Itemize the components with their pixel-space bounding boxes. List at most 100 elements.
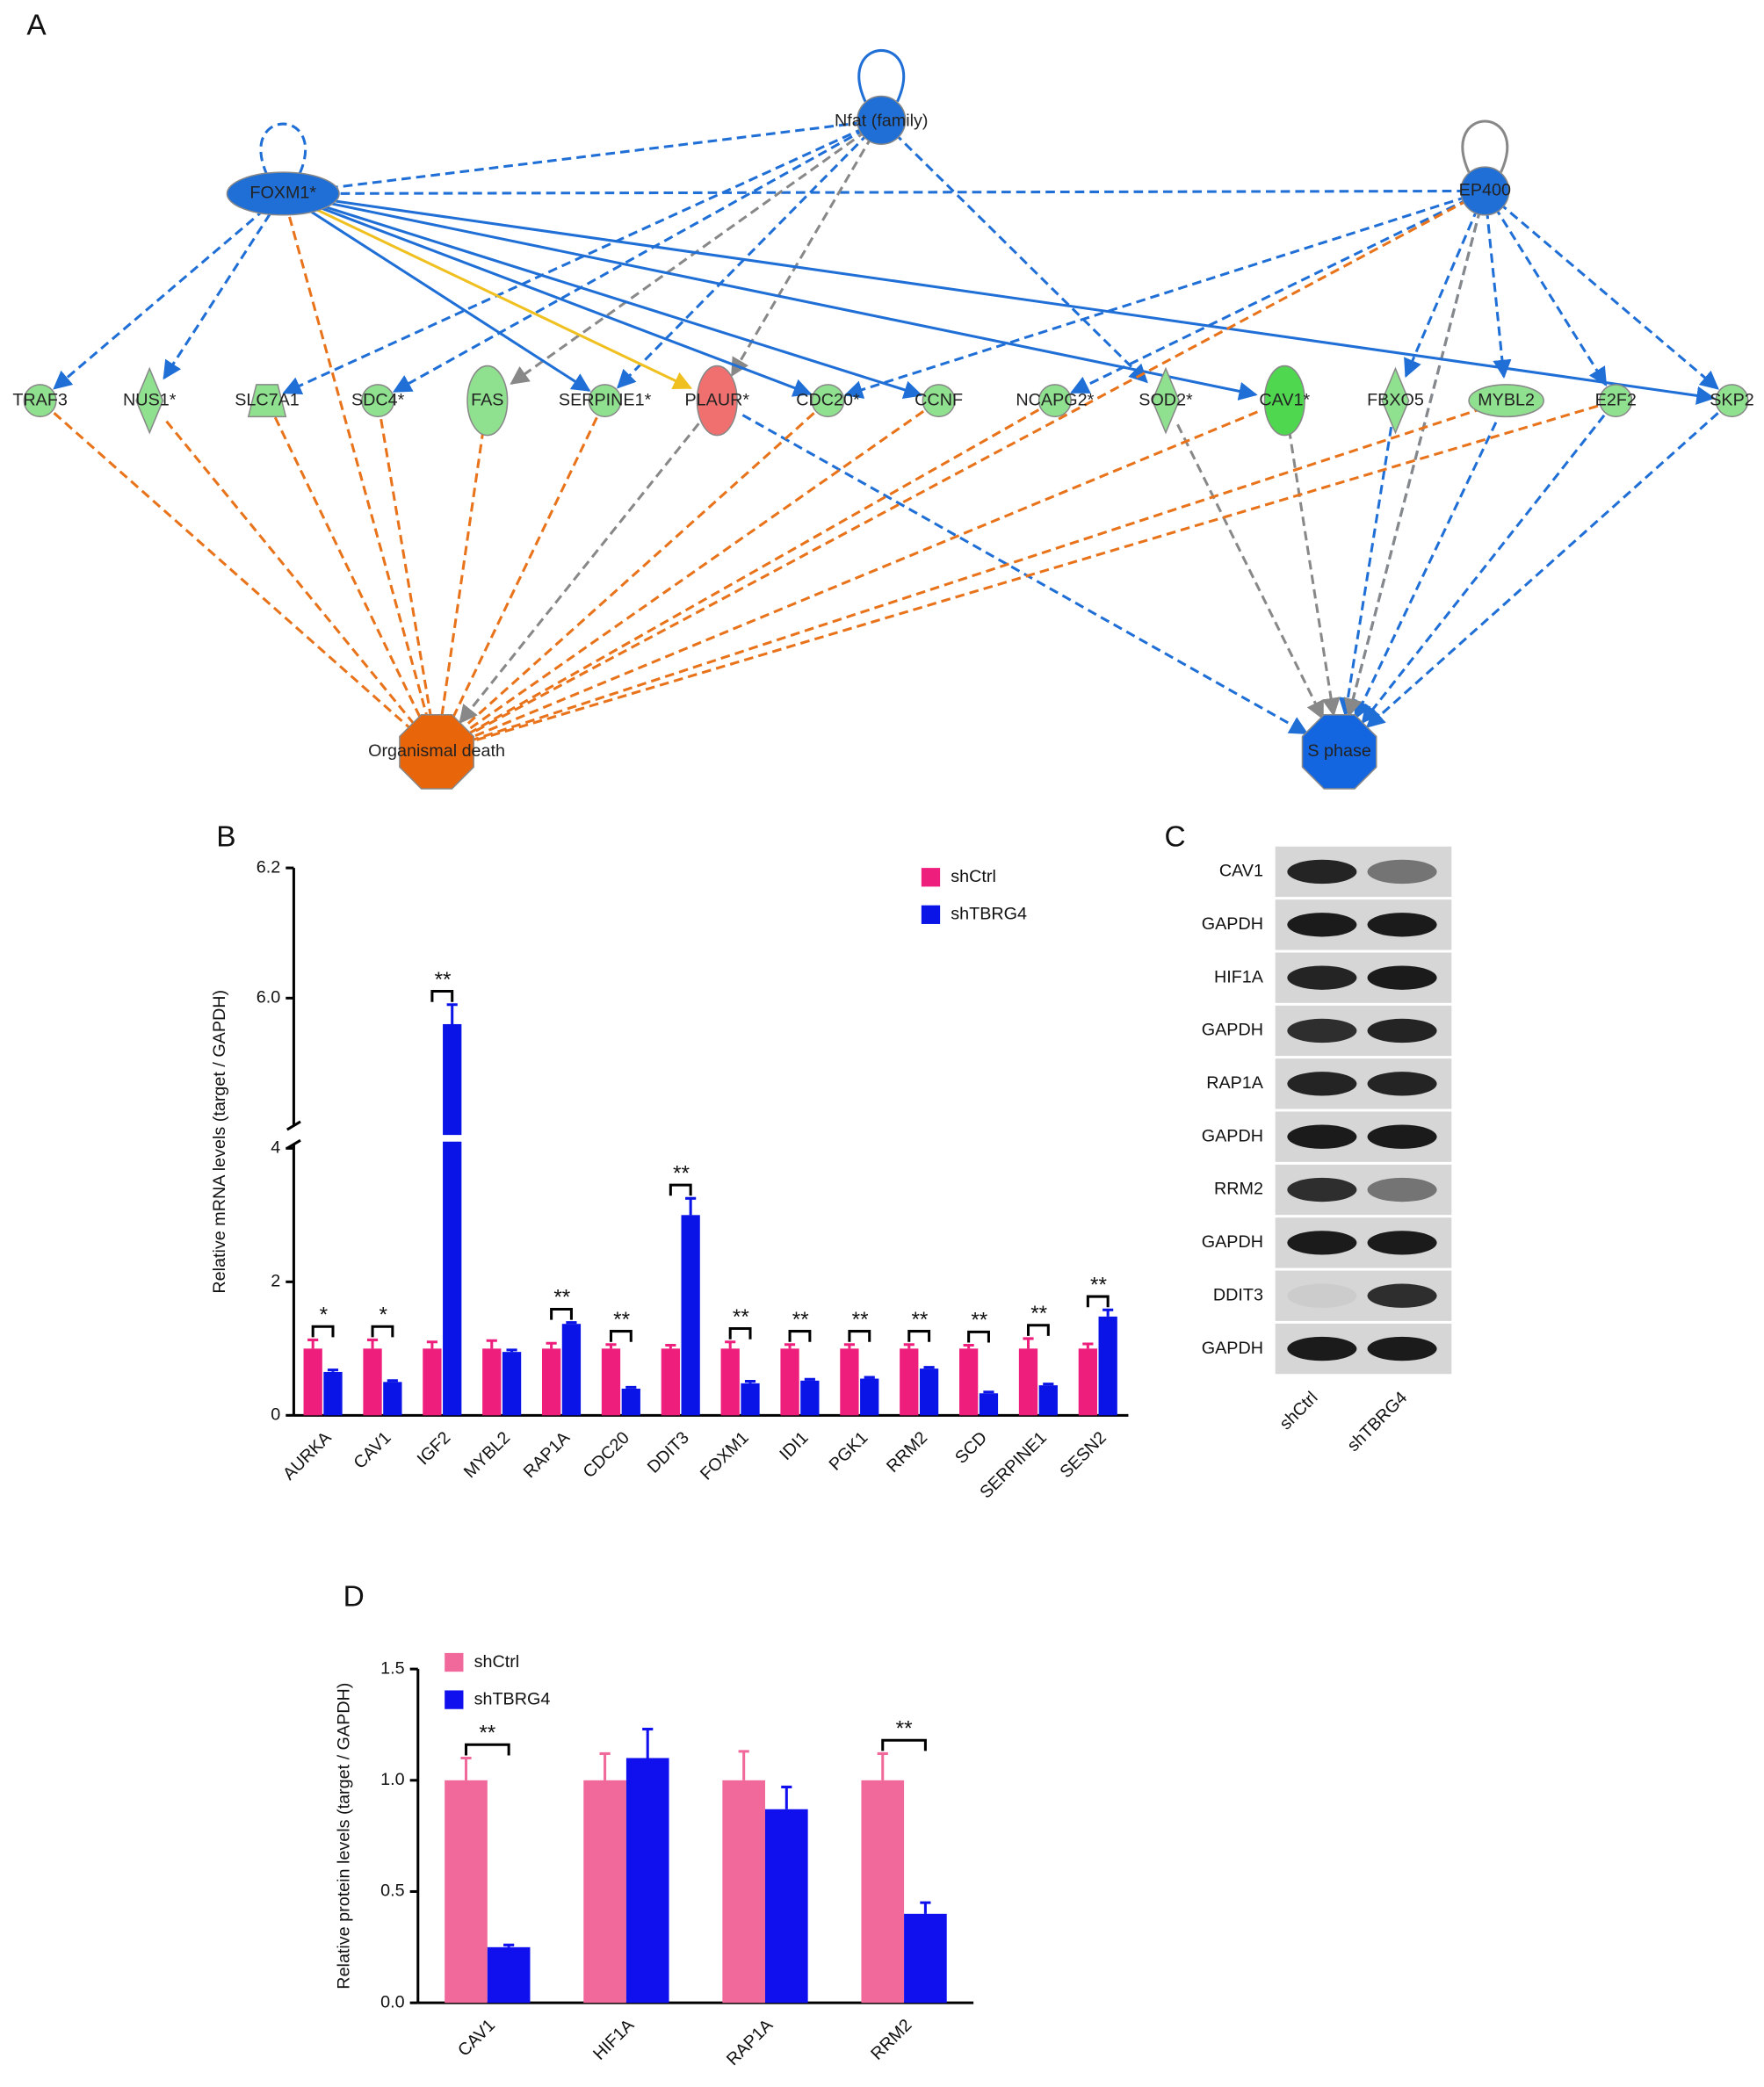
bar [502, 1352, 522, 1416]
self-loop [857, 49, 905, 103]
network-edge [1485, 209, 1512, 379]
node-label: Organismal death [368, 741, 505, 761]
blot-band [1287, 1177, 1357, 1202]
error-bar [923, 1366, 935, 1369]
node-shape [1599, 384, 1633, 418]
bar [1078, 1348, 1098, 1416]
error-bar [983, 1390, 994, 1394]
node-label: FAS [471, 390, 503, 409]
node-label: SKP2 [1710, 390, 1754, 409]
network-edge [273, 416, 422, 719]
blot-row-label: GAPDH [1202, 914, 1263, 934]
significance-label: ** [911, 1308, 928, 1332]
significance-label: ** [613, 1308, 630, 1332]
bar [445, 1780, 488, 2004]
node-label: EP400 [1459, 181, 1511, 200]
network-edge [304, 202, 693, 390]
significance-label: ** [673, 1161, 690, 1185]
error-bar [307, 1338, 319, 1349]
network-edge [1343, 208, 1482, 718]
network-edge [305, 184, 1467, 204]
x-tick-label: FOXM1 [697, 1428, 753, 1484]
network-edge [282, 126, 865, 394]
x-tick-label: PGK1 [826, 1428, 872, 1475]
network-edge [305, 200, 813, 397]
network-edge [452, 416, 598, 719]
x-tick-label: RRM2 [883, 1428, 931, 1477]
x-tick-label: RRM2 [867, 2016, 915, 2064]
bar [800, 1380, 820, 1416]
network-edge [510, 129, 867, 385]
error-bar [1043, 1383, 1054, 1386]
bar [363, 1348, 382, 1416]
x-tick-label: CAV1 [350, 1428, 394, 1473]
network-edge [380, 418, 432, 716]
significance-label: ** [792, 1308, 809, 1332]
node-shape [1381, 366, 1410, 435]
significance-label: ** [896, 1716, 913, 1740]
error-bar [366, 1338, 379, 1349]
network-edge [302, 206, 591, 392]
bar [780, 1348, 799, 1416]
error-bar [877, 1751, 888, 1780]
error-bar [426, 1340, 437, 1349]
significance-bracket [788, 1330, 812, 1342]
error-bar [1082, 1342, 1094, 1349]
blot-band [1287, 1231, 1357, 1255]
bar [443, 1023, 462, 1416]
panel-label: D [343, 1580, 365, 1613]
significance-bracket [371, 1325, 394, 1338]
blot-band [1367, 913, 1437, 937]
node-label: FOXM1* [249, 184, 316, 203]
bar [919, 1368, 939, 1416]
significance-bracket [1026, 1324, 1050, 1336]
error-bar [599, 1751, 611, 1780]
network-edge [306, 197, 1258, 401]
significance-label: * [320, 1303, 329, 1327]
y-tick-label: 2 [271, 1272, 280, 1291]
error-bar [963, 1344, 974, 1349]
x-tick-label: IGF2 [414, 1428, 455, 1470]
blot-band [1367, 965, 1437, 990]
blot-row-label: DDIT3 [1213, 1285, 1263, 1304]
network-edge [305, 120, 864, 199]
x-tick-label: SCD [951, 1428, 991, 1468]
significance-bracket [669, 1183, 692, 1196]
bar [1038, 1385, 1058, 1416]
error-bar [506, 1348, 517, 1353]
node-label: NCAPG2* [1016, 390, 1094, 409]
bar [1098, 1316, 1117, 1416]
network-edge [470, 410, 1258, 739]
panel-label: A [26, 9, 47, 41]
error-bar [784, 1343, 796, 1349]
blot-column-label: shCtrl [1276, 1388, 1321, 1433]
network-edge [163, 213, 271, 380]
network-edge [468, 408, 1040, 735]
network-edge [1361, 414, 1606, 725]
bar [681, 1215, 700, 1416]
significance-bracket [967, 1330, 990, 1343]
x-tick-label: CDC20 [580, 1428, 633, 1482]
bar [482, 1348, 502, 1416]
node-shape [1468, 384, 1544, 418]
blot-band [1287, 1336, 1357, 1361]
significance-bracket [464, 1743, 510, 1756]
blot-band [1287, 859, 1357, 885]
node-shape [1301, 713, 1377, 790]
bar [661, 1348, 680, 1416]
network-edge [305, 199, 923, 400]
blot-band [1287, 913, 1357, 937]
bar [722, 1780, 765, 2004]
blot-band [1287, 1124, 1357, 1149]
node-shape [857, 95, 907, 145]
node-label: NUS1* [123, 390, 177, 409]
self-loop [1461, 119, 1508, 173]
network-edge [53, 412, 410, 728]
network-edge [459, 422, 700, 725]
error-bar [685, 1196, 697, 1216]
network-edge [440, 429, 485, 715]
error-bar [546, 1341, 557, 1349]
blot-band [1367, 1018, 1437, 1044]
network-edge [1498, 202, 1719, 390]
x-tick-label: HIF1A [589, 2015, 639, 2064]
